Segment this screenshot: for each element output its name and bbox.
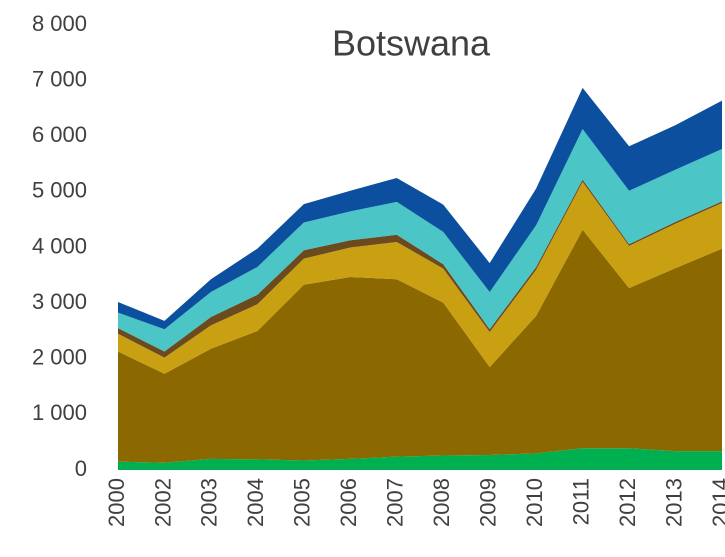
x-tick-label: 2011 [568,478,593,525]
y-tick-label: 3 000 [32,289,87,314]
y-tick-label: 6 000 [32,122,87,147]
x-tick-label: 2012 [615,478,640,527]
x-tick-label: 2008 [429,478,454,527]
chart-title: Botswana [332,23,491,64]
x-tick-label: 2000 [104,478,129,527]
x-tick-label: 2003 [197,478,222,527]
x-tick-label: 2002 [150,478,175,527]
x-tick-label: 2009 [476,478,501,527]
y-tick-label: 2 000 [32,345,87,370]
x-tick-label: 2014 [708,478,725,527]
x-tick-label: 2013 [661,478,686,527]
y-tick-label: 7 000 [32,66,87,91]
area [118,129,722,352]
area [118,229,722,463]
areas [118,87,722,470]
area [118,87,722,330]
x-tick-label: 2007 [383,478,408,527]
y-tick-label: 8 000 [32,11,87,36]
x-tick-label: 2010 [522,478,547,527]
y-tick-label: 4 000 [32,233,87,258]
area [118,181,722,374]
x-tick-label: 2005 [290,478,315,527]
x-tick-label: 2006 [336,478,361,527]
ticks: 0 1 000 2 000 3 000 4 000 5 000 6 000 7 000 8 00… [32,11,725,527]
x-tick-label: 2004 [243,478,268,527]
title-background [300,22,522,70]
y-tick-label: 1 000 [32,400,87,425]
y-tick-label: 0 [75,456,87,481]
y-tick-label: 5 000 [32,178,87,203]
area [118,448,722,470]
